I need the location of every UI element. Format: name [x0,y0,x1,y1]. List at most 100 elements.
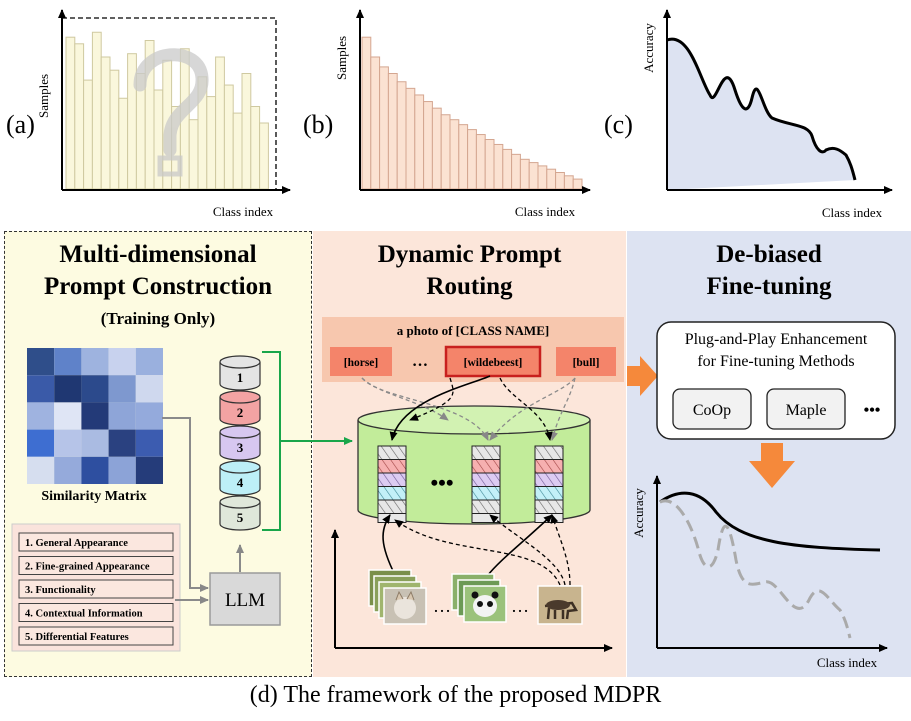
question-mark-icon [133,48,209,177]
matrix-cell [81,456,109,484]
class-token-label: [bull] [573,357,600,369]
feature-item-label: 5. Differential Features [25,632,129,643]
methods-more: ••• [864,402,881,419]
images-ellipsis-2: … [511,596,529,616]
debiased-curve [659,491,881,552]
class-token-label: [horse] [344,357,379,369]
database-label: 5 [237,510,244,525]
panel-b-ylabel: Samples [334,36,349,80]
feature-item-label: 2. Fine-grained Appearance [25,562,150,573]
matrix-cell [81,375,109,403]
routing-arrows-top [361,375,576,441]
matrix-cell [135,375,163,403]
matrix-cell [135,429,163,457]
prompt-stack [377,445,407,523]
feature-item [18,532,174,552]
matrix-cell [54,375,82,403]
feature-item [18,556,174,575]
class-token-row: [horse] … [wildebeest] [bull] [330,345,616,378]
database-label: 4 [237,475,244,490]
coop-label: CoOp [693,402,731,419]
matrix-cell [135,348,163,376]
result-xlabel: Class index [817,655,878,670]
matrix-cell [27,456,55,484]
similarity-matrix-label: Similarity Matrix [41,489,146,504]
orange-arrow-right [627,356,658,396]
matrix-cell [108,375,136,403]
panel-a-letter: (a) [6,110,35,139]
feature-item-label: 3. Functionality [25,585,96,596]
wildebeest-image-icon [537,585,583,625]
class-token-box [444,345,542,378]
panel-b-chart [356,9,591,194]
panel-b-letter: (b) [303,110,334,139]
class-token-box [556,347,616,376]
feature-list: 1. General Appearance 2. Fine-grained App… [18,532,174,646]
panel-a-chart [58,9,291,194]
matrix-cell [81,402,109,430]
orange-arrow-down [749,443,795,488]
panel-b-xlabel: Class index [515,204,576,219]
panel-c-letter: (c) [604,110,633,139]
result-ylabel: Accuracy [631,488,646,538]
panel-c-ylabel: Accuracy [641,23,656,73]
matrix-cell [27,402,55,430]
class-token-label: … [412,353,428,370]
prompt-stacks [377,445,564,523]
coop-button [672,388,752,430]
database-label: 2 [237,405,244,420]
section1-title-line1: Multi-dimensional [59,241,257,268]
panda-image-icon [473,595,497,617]
section2-title-line2: Routing [426,273,513,300]
prompt-database-5: 5 [219,495,261,531]
section1-subtitle: (Training Only) [100,309,216,328]
images-ellipsis-1: … [433,596,451,616]
class-token-box [330,347,392,376]
figure-caption: (d) The framework of the proposed MDPR [249,682,662,708]
prompt-database-stack: 1 2 3 4 5 [219,355,261,531]
feature-item-label: 4. Contextual Information [25,609,143,620]
feature-item [18,579,174,599]
database-label: 1 [237,370,244,385]
prompt-database-3: 3 [219,425,261,461]
enhancement-line2: for Fine-tuning Methods [697,353,854,370]
feature-item [18,626,174,646]
llm-label: LLM [225,590,265,611]
class-token-label: [wildebeest] [464,357,523,369]
panel-a-xlabel: Class index [213,204,274,219]
cat-image-icon [394,597,416,619]
matrix-cell [54,456,82,484]
prompt-database-4: 4 [219,460,261,496]
baseline-curve [659,499,852,639]
prompt-database-2: 2 [219,390,261,426]
database-label: 3 [237,440,244,455]
prompt-stack [534,445,564,523]
panel-c-area [667,39,855,190]
matrix-cell [108,402,136,430]
prompt-database-1: 1 [219,355,261,391]
routing-arrows-bottom [382,514,571,586]
matrix-cell [81,429,109,457]
llm-box [209,572,281,626]
panel-c-xlabel: Class index [822,205,883,220]
maple-label: Maple [786,402,827,419]
matrix-cell [54,402,82,430]
matrix-cell [108,429,136,457]
section2-title-line1: Dynamic Prompt [377,241,562,268]
panel-c-curve [666,37,857,181]
prompt-template-text: a photo of [CLASS NAME] [397,323,549,338]
matrix-to-llm-arrow [162,417,209,592]
stacks-ellipsis: ••• [430,470,453,495]
section3-title-line1: De-biased [716,241,822,268]
similarity-matrix [27,348,163,484]
matrix-cell [27,348,55,376]
matrix-cell [54,348,82,376]
feature-item-label: 1. General Appearance [25,538,128,549]
matrix-cell [108,348,136,376]
matrix-cell [81,348,109,376]
panel-b-bars [361,36,583,190]
matrix-cell [135,402,163,430]
image-stack-horses [368,569,427,625]
maple-button [766,388,846,430]
